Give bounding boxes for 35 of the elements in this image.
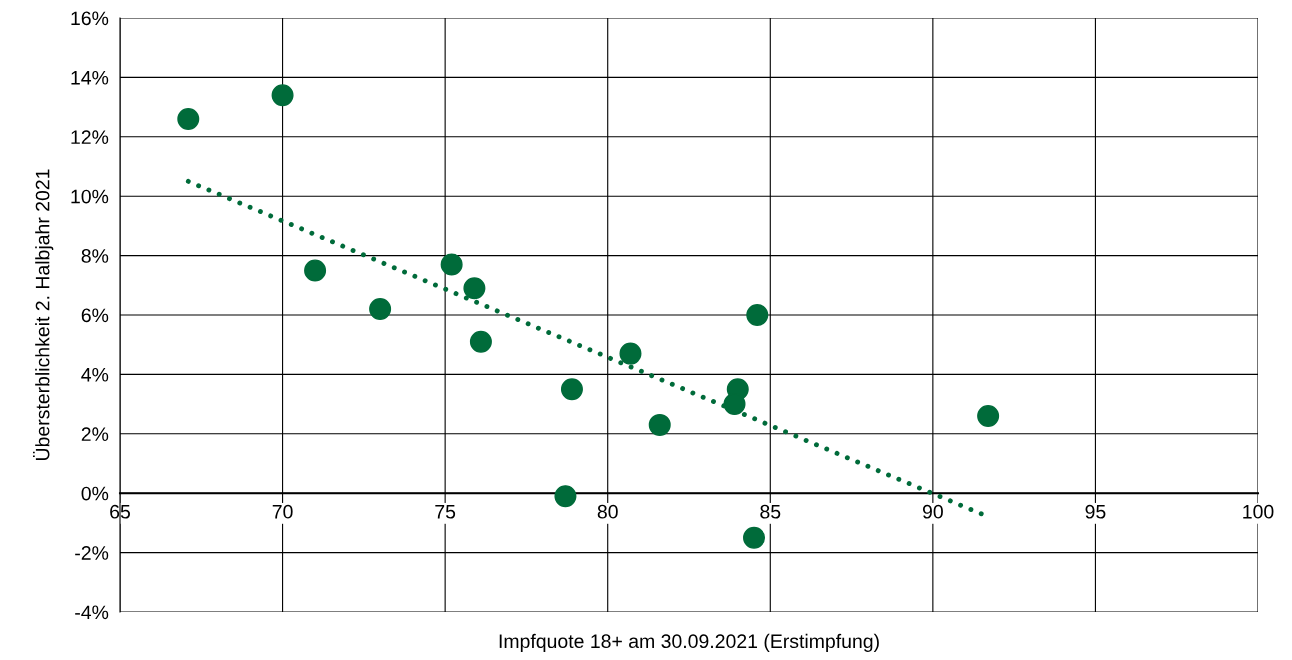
x-tick-label: 70 [272, 504, 293, 519]
x-tick-label: 95 [1085, 504, 1106, 519]
y-tick-label: 16% [71, 11, 109, 26]
y-tick-label: 2% [81, 427, 109, 441]
point [369, 298, 392, 321]
point [723, 393, 746, 416]
point [619, 342, 642, 365]
x-axis-title: Impfquote 18+ am 30.09.2021 (Erstimpfung) [499, 633, 879, 652]
y-tick-label: 0% [81, 486, 109, 501]
y-tick-label: -2% [75, 546, 109, 560]
point [469, 330, 492, 353]
point [743, 526, 766, 549]
x-tick-label: 100 [1243, 504, 1274, 519]
point [177, 107, 200, 130]
point [554, 485, 577, 508]
y-tick-label: 6% [81, 308, 109, 323]
y-tick-label: -4% [75, 605, 109, 620]
x-tick-label: 85 [760, 504, 781, 519]
point [560, 378, 583, 401]
point [463, 277, 486, 300]
point [977, 404, 1000, 427]
point [271, 84, 294, 107]
y-tick-label: 4% [81, 367, 109, 382]
x-tick-label: 75 [435, 505, 456, 519]
x-tick-label: 90 [922, 504, 943, 519]
point [440, 253, 463, 276]
x-tick-label: 80 [597, 504, 618, 519]
point [746, 304, 769, 326]
y-tick-label: 12% [71, 130, 109, 144]
y-tick-label: 8% [81, 249, 109, 263]
point [648, 413, 671, 436]
point [304, 259, 327, 282]
y-tick-label: 14% [71, 70, 109, 85]
y-axis-title: Übersterblichkeit 2. Halbjahr 2021 [33, 169, 54, 460]
y-tick-label: 10% [71, 189, 109, 204]
